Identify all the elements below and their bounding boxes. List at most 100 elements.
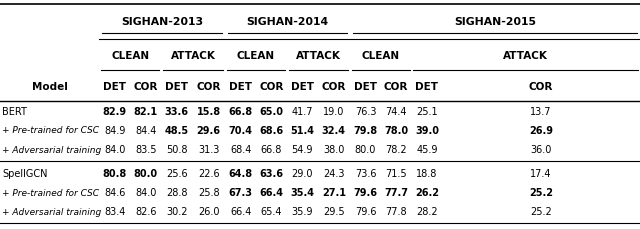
Text: COR: COR: [259, 82, 284, 91]
Text: 29.5: 29.5: [323, 207, 344, 216]
Text: 48.5: 48.5: [164, 125, 189, 135]
Text: 17.4: 17.4: [531, 169, 552, 178]
Text: 84.4: 84.4: [135, 125, 157, 135]
Text: 25.6: 25.6: [166, 169, 188, 178]
Text: DET: DET: [229, 82, 252, 91]
Text: 68.4: 68.4: [230, 144, 252, 154]
Text: 65.0: 65.0: [259, 106, 284, 116]
Text: 35.9: 35.9: [291, 207, 313, 216]
Text: 31.3: 31.3: [198, 144, 220, 154]
Text: 84.9: 84.9: [104, 125, 125, 135]
Text: 39.0: 39.0: [415, 125, 439, 135]
Text: SpellGCN: SpellGCN: [2, 169, 47, 178]
Text: 82.6: 82.6: [135, 207, 157, 216]
Text: 66.4: 66.4: [230, 207, 252, 216]
Text: 65.4: 65.4: [260, 207, 282, 216]
Text: SIGHAN-2013: SIGHAN-2013: [121, 17, 204, 27]
Text: 13.7: 13.7: [531, 106, 552, 116]
Text: 30.2: 30.2: [166, 207, 188, 216]
Text: COR: COR: [196, 82, 221, 91]
Text: 80.8: 80.8: [103, 169, 127, 178]
Text: 84.0: 84.0: [104, 144, 125, 154]
Text: 35.4: 35.4: [290, 188, 314, 197]
Text: 76.3: 76.3: [355, 106, 376, 116]
Text: SIGHAN-2014: SIGHAN-2014: [246, 17, 329, 27]
Text: 67.3: 67.3: [228, 188, 253, 197]
Text: DET: DET: [415, 82, 438, 91]
Text: 78.2: 78.2: [385, 144, 407, 154]
Text: 74.4: 74.4: [385, 106, 407, 116]
Text: + Adversarial training: + Adversarial training: [2, 145, 101, 154]
Text: DET: DET: [165, 82, 188, 91]
Text: 45.9: 45.9: [416, 144, 438, 154]
Text: 32.4: 32.4: [322, 125, 346, 135]
Text: DET: DET: [104, 82, 126, 91]
Text: CLEAN: CLEAN: [111, 51, 149, 60]
Text: 80.0: 80.0: [134, 169, 158, 178]
Text: 25.2: 25.2: [529, 188, 553, 197]
Text: + Pre-trained for CSC: + Pre-trained for CSC: [2, 126, 99, 135]
Text: 70.4: 70.4: [228, 125, 253, 135]
Text: 77.7: 77.7: [384, 188, 408, 197]
Text: ATTACK: ATTACK: [171, 51, 216, 60]
Text: SIGHAN-2015: SIGHAN-2015: [454, 17, 536, 27]
Text: 82.1: 82.1: [134, 106, 158, 116]
Text: 63.6: 63.6: [259, 169, 284, 178]
Text: 28.2: 28.2: [416, 207, 438, 216]
Text: 66.8: 66.8: [228, 106, 253, 116]
Text: COR: COR: [529, 82, 554, 91]
Text: 79.8: 79.8: [353, 125, 378, 135]
Text: CLEAN: CLEAN: [362, 51, 400, 60]
Text: ATTACK: ATTACK: [503, 51, 548, 60]
Text: 19.0: 19.0: [323, 106, 344, 116]
Text: 28.8: 28.8: [166, 188, 188, 197]
Text: 26.9: 26.9: [529, 125, 553, 135]
Text: 50.8: 50.8: [166, 144, 188, 154]
Text: 79.6: 79.6: [355, 207, 376, 216]
Text: 38.0: 38.0: [323, 144, 344, 154]
Text: 79.6: 79.6: [353, 188, 378, 197]
Text: 22.6: 22.6: [198, 169, 220, 178]
Text: 51.4: 51.4: [290, 125, 314, 135]
Text: CLEAN: CLEAN: [237, 51, 275, 60]
Text: 25.8: 25.8: [198, 188, 220, 197]
Text: 26.0: 26.0: [198, 207, 220, 216]
Text: 25.2: 25.2: [531, 207, 552, 216]
Text: + Adversarial training: + Adversarial training: [2, 207, 101, 216]
Text: COR: COR: [384, 82, 408, 91]
Text: 64.8: 64.8: [228, 169, 253, 178]
Text: COR: COR: [134, 82, 158, 91]
Text: 15.8: 15.8: [196, 106, 221, 116]
Text: 66.4: 66.4: [259, 188, 284, 197]
Text: 27.1: 27.1: [322, 188, 346, 197]
Text: 41.7: 41.7: [291, 106, 313, 116]
Text: 68.6: 68.6: [259, 125, 284, 135]
Text: 84.0: 84.0: [135, 188, 157, 197]
Text: 25.1: 25.1: [416, 106, 438, 116]
Text: 73.6: 73.6: [355, 169, 376, 178]
Text: 54.9: 54.9: [291, 144, 313, 154]
Text: 33.6: 33.6: [164, 106, 189, 116]
Text: + Pre-trained for CSC: + Pre-trained for CSC: [2, 188, 99, 197]
Text: DET: DET: [291, 82, 314, 91]
Text: DET: DET: [354, 82, 377, 91]
Text: ATTACK: ATTACK: [296, 51, 341, 60]
Text: 78.0: 78.0: [384, 125, 408, 135]
Text: 80.0: 80.0: [355, 144, 376, 154]
Text: 66.8: 66.8: [260, 144, 282, 154]
Text: BERT: BERT: [2, 106, 27, 116]
Text: 83.5: 83.5: [135, 144, 157, 154]
Text: 84.6: 84.6: [104, 188, 125, 197]
Text: Model: Model: [31, 82, 68, 91]
Text: 24.3: 24.3: [323, 169, 344, 178]
Text: 82.9: 82.9: [103, 106, 127, 116]
Text: 26.2: 26.2: [415, 188, 439, 197]
Text: COR: COR: [321, 82, 346, 91]
Text: 77.8: 77.8: [385, 207, 407, 216]
Text: 29.0: 29.0: [291, 169, 313, 178]
Text: 83.4: 83.4: [104, 207, 125, 216]
Text: 18.8: 18.8: [416, 169, 438, 178]
Text: 71.5: 71.5: [385, 169, 407, 178]
Text: 29.6: 29.6: [196, 125, 221, 135]
Text: 36.0: 36.0: [531, 144, 552, 154]
